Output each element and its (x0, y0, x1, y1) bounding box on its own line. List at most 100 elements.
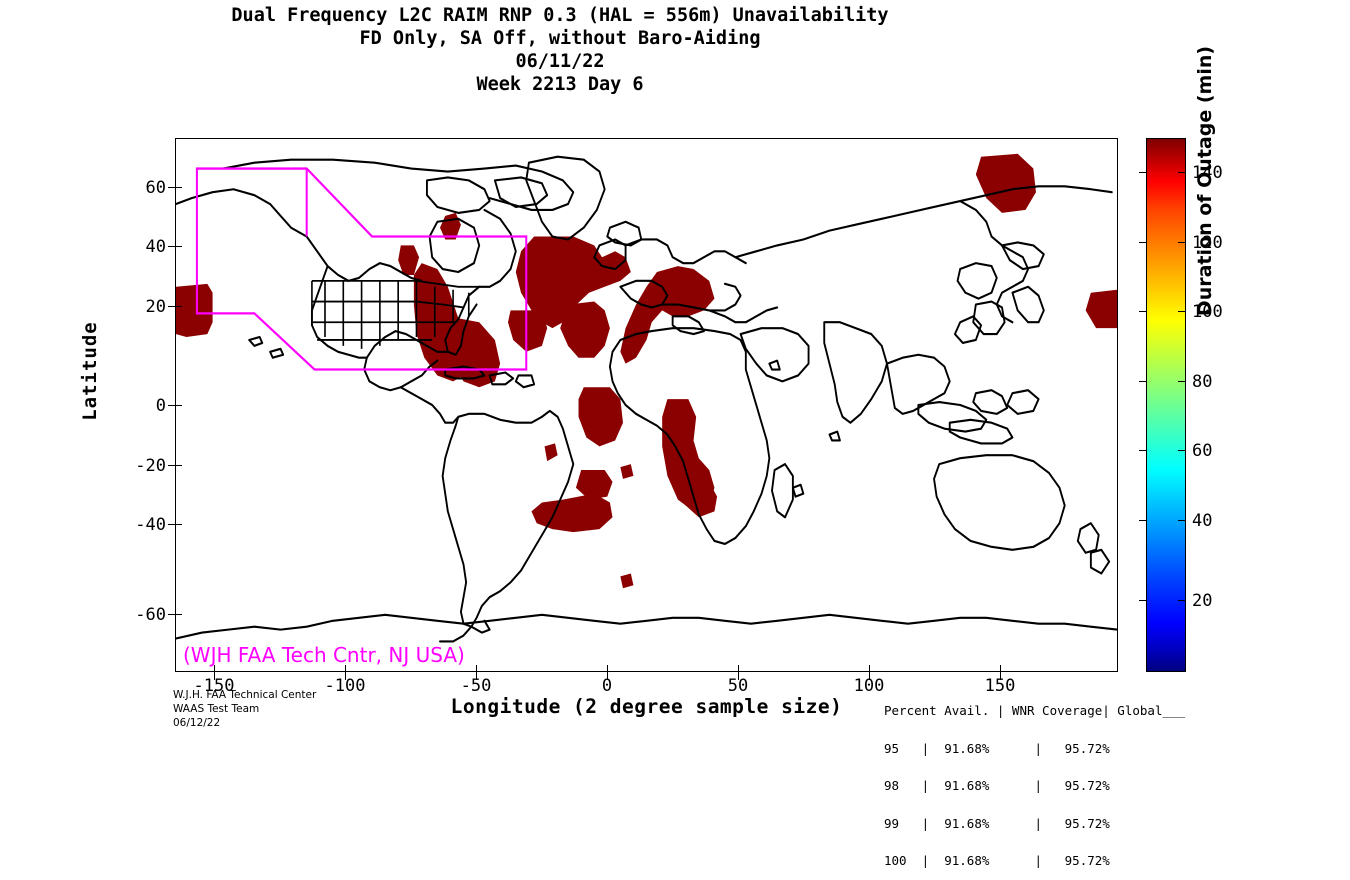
outage-region (507, 310, 548, 352)
x-tick-m150 (214, 672, 216, 680)
y-tick-0-in (175, 405, 182, 407)
cell-global: 95.72% (1064, 740, 1110, 756)
us-state-borders-layer (311, 279, 480, 349)
coastline (1076, 522, 1100, 554)
colorbar-gradient (1146, 138, 1186, 672)
cell-global: 95.72% (1064, 778, 1110, 793)
cb-tick-20-right (1178, 600, 1186, 602)
y-tick-20 (168, 306, 176, 308)
outage-region (620, 464, 634, 479)
coastline (514, 374, 536, 389)
x-tick-m100 (345, 672, 347, 680)
coastline (310, 265, 368, 359)
cb-label-20: 20 (1192, 591, 1213, 611)
y-tick-m40-in (175, 524, 182, 526)
coastline (606, 220, 643, 247)
coastline (948, 418, 1014, 445)
stats-table-header: Percent Avail. | WNR Coverage| Global___ (884, 703, 1186, 718)
coastline (1001, 241, 1045, 271)
colorbar-title: Duration of Outage (min) (1194, 45, 1216, 317)
coastline (708, 306, 779, 324)
cell-percent-avail: 95 (884, 740, 900, 756)
cb-tick-40-right (1178, 520, 1186, 522)
outage-region (975, 153, 1036, 213)
outage-region (1085, 289, 1117, 329)
title-line-1: Dual Frequency L2C RAIM RNP 0.3 (HAL = 5… (231, 5, 889, 26)
cell-sep: | (989, 740, 1065, 756)
cell-sep: | (899, 740, 945, 756)
outage-region (176, 283, 213, 338)
coastline (959, 200, 1030, 324)
outage-region (544, 443, 558, 462)
outage-region (575, 470, 613, 500)
coastline (525, 155, 606, 241)
x-tick-0 (607, 672, 609, 680)
title-line-3: 06/11/22 (515, 51, 605, 72)
coastline (248, 335, 264, 347)
credit-line-3: 06/12/22 (173, 717, 221, 729)
coastline (1011, 285, 1045, 324)
cell-wnr-coverage: 91.68% (944, 853, 990, 868)
coastline (428, 217, 481, 274)
y-axis-title: Latitude (79, 321, 101, 421)
outage-region (620, 266, 715, 364)
coastline (972, 389, 1009, 415)
coastline (933, 454, 1066, 551)
cb-label-80: 80 (1192, 372, 1213, 392)
cell-percent-avail: 100 (884, 853, 907, 868)
state-border (311, 300, 464, 309)
watermark-text: (WJH FAA Tech Cntr, NJ USA) (183, 643, 465, 667)
title-line-4: Week 2213 Day 6 (476, 74, 644, 95)
y-tick-label-0: 0 (155, 396, 166, 416)
cb-tick-40-left (1139, 520, 1147, 522)
x-tick-label-0: 0 (601, 676, 613, 696)
outage-region (531, 493, 613, 533)
cell-wnr-coverage: 91.68% (944, 815, 990, 831)
chart-title-block: Dual Frequency L2C RAIM RNP 0.3 (HAL = 5… (0, 4, 1120, 96)
coastline (739, 327, 810, 383)
coastline (768, 359, 781, 371)
cell-sep: | (899, 778, 945, 793)
coastline (269, 347, 285, 359)
coastline-layer (176, 155, 1117, 643)
coastline (734, 185, 1113, 259)
y-tick-20-in (175, 306, 182, 308)
x-tick-m150-in (214, 665, 216, 672)
coastline (444, 285, 481, 356)
y-tick-m60-in (175, 614, 182, 616)
coastline (176, 613, 1117, 640)
x-tick-m50 (476, 672, 478, 680)
cb-tick-100-right (1178, 311, 1186, 313)
outage-region (578, 387, 623, 447)
coastline (671, 315, 705, 336)
x-tick-0-in (607, 665, 609, 672)
state-border (311, 279, 480, 288)
coastline (953, 315, 983, 344)
coastline (1006, 389, 1040, 415)
y-tick-60 (168, 187, 176, 189)
y-tick-60-in (175, 187, 182, 189)
coastline (441, 409, 575, 628)
x-tick-150-in (1000, 665, 1002, 672)
x-tick-label-m150: -150 (193, 676, 235, 696)
coastline (886, 353, 951, 415)
cell-sep: | (989, 778, 1065, 793)
credit-line-2: WAAS Test Team (173, 703, 260, 715)
coastline (917, 400, 988, 433)
coastline (956, 262, 998, 300)
coastline (439, 625, 473, 643)
coastline (488, 371, 515, 386)
coastline (470, 619, 491, 634)
x-tick-100 (869, 672, 871, 680)
cell-sep: | (899, 815, 945, 831)
coastline (493, 176, 549, 209)
y-tick-label-20: 20 (145, 297, 166, 317)
x-tick-100-in (869, 665, 871, 672)
cb-tick-120-left (1139, 242, 1147, 244)
cb-tick-20-left (1139, 600, 1147, 602)
x-tick-m100-in (345, 665, 347, 672)
outage-region (398, 245, 420, 275)
y-tick-m40 (168, 524, 176, 526)
cb-tick-80-right (1178, 381, 1186, 383)
x-tick-label-50: 50 (727, 676, 749, 696)
